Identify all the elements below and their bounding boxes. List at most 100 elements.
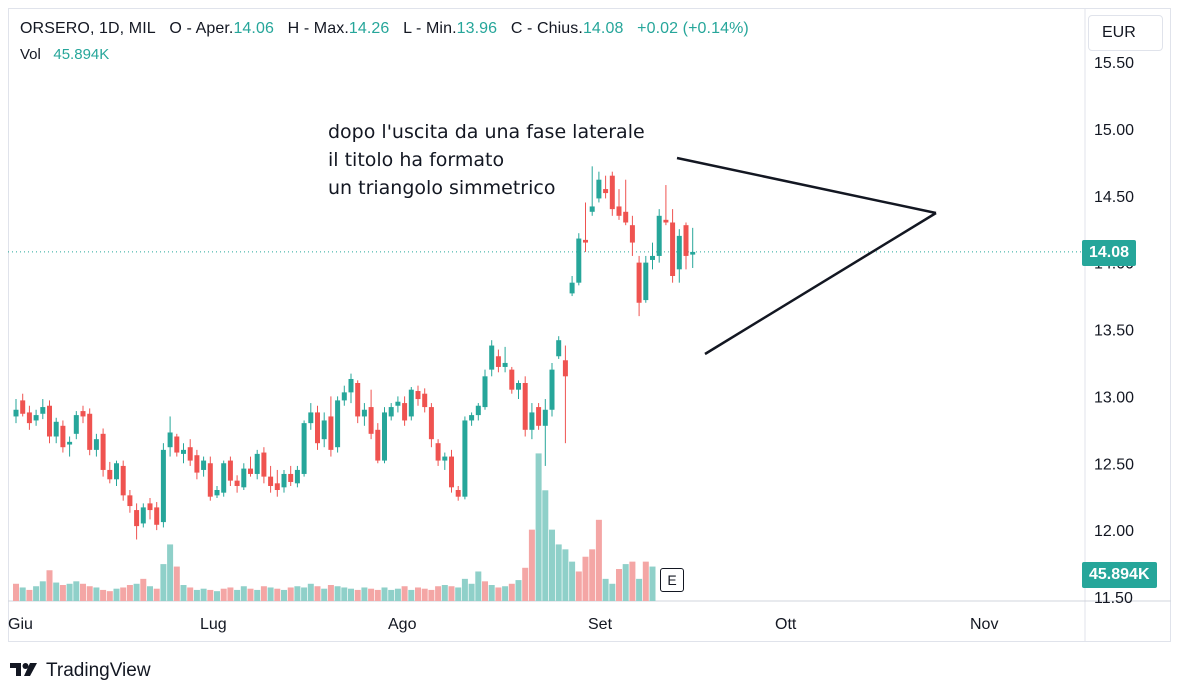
candle-body	[348, 378, 354, 393]
volume-bar	[39, 581, 46, 601]
volume-bar	[207, 589, 214, 601]
volume-bar	[495, 587, 502, 601]
candle-body	[435, 443, 441, 461]
volume-bar	[200, 588, 207, 601]
candle-body	[583, 239, 588, 243]
y-tick-label: 15.50	[1094, 55, 1134, 72]
volume-bar	[173, 566, 180, 601]
candle-body	[47, 405, 52, 437]
legend-volume-value: 45.894K	[53, 46, 110, 63]
volume-bar	[126, 585, 133, 601]
candle-body	[234, 480, 240, 486]
volume-bar	[53, 582, 60, 601]
candle-body	[495, 356, 501, 367]
candle-body	[562, 360, 568, 377]
candle-body	[609, 175, 615, 210]
candle-body	[60, 425, 66, 448]
legend-ohlc: ORSERO, 1D, MIL O - Aper.14.06 H - Max.1…	[20, 20, 749, 38]
volume-bar	[327, 585, 334, 601]
volume-bar	[46, 570, 53, 601]
candle-body	[207, 463, 213, 497]
candle-body	[114, 463, 119, 480]
volume-bar	[227, 587, 234, 601]
candle-body	[335, 400, 341, 448]
volume-bar	[120, 587, 127, 601]
volume-bar	[13, 583, 19, 601]
volume-bar	[19, 587, 26, 601]
candle-body	[449, 456, 454, 488]
volume-bar	[394, 588, 401, 601]
volume-bar	[341, 587, 348, 601]
candle-body	[408, 389, 414, 417]
candle-body	[73, 415, 79, 434]
candle-body	[107, 469, 113, 480]
candle-body	[120, 465, 126, 496]
candle-body	[201, 460, 207, 470]
candle-body	[321, 420, 327, 440]
volume-bar	[240, 586, 247, 601]
candle-body	[288, 473, 294, 482]
volume-bar	[562, 549, 569, 601]
candle-body	[529, 412, 535, 430]
volume-bar	[113, 588, 120, 601]
volume-bar	[461, 578, 468, 601]
volume-bar	[374, 589, 381, 601]
candle-body	[248, 468, 253, 474]
volume-bar	[629, 561, 636, 601]
candle-body	[26, 412, 32, 424]
volume-bar	[609, 583, 616, 601]
volume-bar	[348, 588, 354, 601]
volume-bar	[515, 580, 522, 601]
x-tick-label: Nov	[970, 616, 998, 633]
annotation-line: un triangolo simmetrico	[328, 177, 556, 199]
legend-high-label: H - Max.	[287, 20, 349, 37]
volume-bar	[649, 566, 656, 601]
candle-body	[214, 490, 220, 496]
candle-body	[328, 416, 334, 450]
candle-body	[489, 345, 495, 370]
candle-body	[542, 409, 548, 426]
candle-body	[40, 407, 46, 414]
y-tick-label: 15.00	[1094, 122, 1134, 139]
earnings-marker[interactable]: E	[660, 568, 684, 592]
candle-body	[174, 436, 180, 453]
legend-close-value: 14.08	[582, 20, 624, 37]
volume-bar	[220, 588, 227, 601]
volume-bar	[408, 589, 415, 601]
volume-bar	[636, 578, 643, 601]
volume-bar	[214, 591, 220, 601]
candle-body	[294, 469, 300, 484]
candle-body	[596, 179, 602, 199]
legend-high-value: 14.26	[348, 20, 390, 37]
x-tick-label: Lug	[200, 616, 227, 633]
candle-body	[670, 222, 676, 276]
candle-body	[589, 206, 595, 212]
volume-bar	[602, 578, 609, 601]
volume-bar	[595, 519, 602, 601]
candle-body	[502, 362, 508, 367]
candle-body	[268, 476, 274, 486]
candle-body	[428, 407, 434, 440]
volume-bar	[187, 587, 194, 601]
y-tick-label: 12.50	[1094, 456, 1134, 473]
tradingview-brand[interactable]: TradingView	[10, 660, 151, 682]
legend-volume-label: Vol	[20, 46, 41, 63]
currency-button[interactable]: EUR	[1088, 15, 1163, 51]
volume-bar	[488, 585, 495, 601]
candle-body	[556, 340, 562, 357]
candle-body	[522, 383, 528, 430]
volume-bar	[281, 589, 287, 601]
volume-bar	[66, 583, 73, 601]
legend-close-label: C - Chius.	[510, 20, 583, 37]
candle-body	[469, 415, 475, 421]
candle-body	[603, 189, 609, 194]
x-tick-label: Set	[588, 616, 613, 633]
tradingview-logo-icon	[10, 661, 40, 682]
candle-body	[341, 392, 347, 401]
candle-body	[355, 383, 361, 417]
legend-symbol[interactable]: ORSERO, 1D, MIL	[20, 20, 156, 37]
candle-body	[100, 433, 106, 470]
volume-bar	[80, 583, 86, 601]
candle-body	[549, 369, 555, 410]
